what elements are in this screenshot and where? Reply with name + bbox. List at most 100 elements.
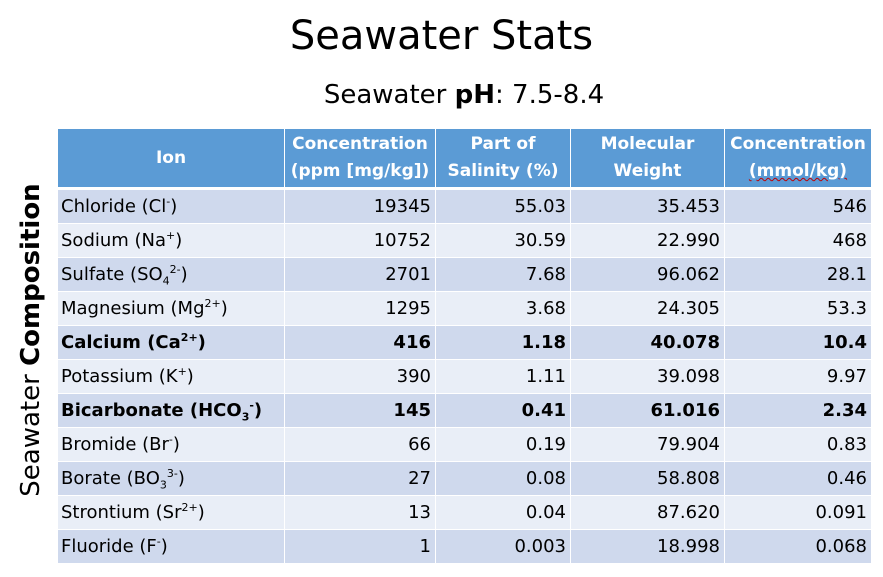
ion-close-paren: )	[197, 502, 205, 523]
molecular-weight-cell: 61.016	[570, 393, 725, 428]
mmol-cell: 9.97	[724, 359, 872, 394]
salinity-cell: 1.11	[435, 359, 571, 394]
column-header-molecular-weight: Molecular Weight	[570, 128, 725, 190]
table-row: Bicarbonate (HCO3-) 145 0.41 61.016 2.34	[57, 393, 872, 428]
table-row: Fluoride (F-) 1 0.003 18.998 0.068	[57, 529, 872, 564]
table-row: Strontium (Sr2+) 13 0.04 87.620 0.091	[57, 495, 872, 530]
mmol-cell: 468	[724, 223, 872, 258]
mmol-cell: 0.83	[724, 427, 872, 462]
table-row: Chloride (Cl-) 19345 55.03 35.453 546	[57, 188, 872, 224]
ppm-cell: 13	[284, 495, 436, 530]
ppm-cell: 2701	[284, 257, 436, 292]
side-label-vertical: Seawater Composition	[13, 180, 49, 500]
salinity-cell: 7.68	[435, 257, 571, 292]
molecular-weight-cell: 35.453	[570, 188, 725, 224]
salinity-cell: 0.003	[435, 529, 571, 564]
ion-name: Bicarbonate (HCO	[61, 400, 242, 421]
salinity-cell: 0.41	[435, 393, 571, 428]
ion-cell: Bromide (Br-)	[57, 427, 285, 462]
mmol-cell: 546	[724, 188, 872, 224]
ion-cell: Sodium (Na+)	[57, 223, 285, 258]
salinity-cell: 30.59	[435, 223, 571, 258]
ppm-cell: 19345	[284, 188, 436, 224]
ion-charge: +	[177, 365, 187, 378]
ppm-cell: 10752	[284, 223, 436, 258]
ion-name: Sodium (Na	[61, 230, 167, 251]
table-row: Calcium (Ca2+) 416 1.18 40.078 10.4	[57, 325, 872, 360]
ion-cell: Borate (BO33-)	[57, 461, 285, 496]
ion-cell: Potassium (K+)	[57, 359, 285, 394]
ppm-cell: 145	[284, 393, 436, 428]
ion-cell: Strontium (Sr2+)	[57, 495, 285, 530]
ion-cell: Fluoride (F-)	[57, 529, 285, 564]
table-row: Sodium (Na+) 10752 30.59 22.990 468	[57, 223, 872, 258]
mmol-cell: 0.091	[724, 495, 872, 530]
ion-charge: -	[249, 399, 254, 412]
ion-close-paren: )	[253, 400, 263, 421]
ph-value: : 7.5-8.4	[495, 80, 605, 110]
ion-close-paren: )	[160, 536, 168, 557]
molecular-weight-cell: 96.062	[570, 257, 725, 292]
ion-charge: -	[156, 535, 161, 548]
ion-close-paren: )	[220, 298, 228, 319]
ion-charge: 2+	[204, 297, 221, 310]
slide-title: Seawater Stats	[289, 13, 594, 59]
mmol-cell: 2.34	[724, 393, 872, 428]
ion-charge: 3-	[166, 467, 178, 480]
ion-close-paren: )	[177, 468, 185, 489]
ion-subscript: 4	[162, 274, 170, 288]
molecular-weight-cell: 40.078	[570, 325, 725, 360]
ppm-cell: 1	[284, 529, 436, 564]
molecular-weight-cell: 87.620	[570, 495, 725, 530]
ion-charge: +	[166, 229, 176, 242]
salinity-cell: 0.08	[435, 461, 571, 496]
mmol-cell: 28.1	[724, 257, 872, 292]
molecular-weight-cell: 18.998	[570, 529, 725, 564]
table-body: Chloride (Cl-) 19345 55.03 35.453 546 Sodium …	[57, 188, 872, 564]
ph-label: pH	[454, 80, 496, 110]
ion-charge: -	[168, 433, 173, 446]
table-row: Sulfate (SO42-) 2701 7.68 96.062 28.1	[57, 257, 872, 292]
mmol-cell: 0.46	[724, 461, 872, 496]
ion-close-paren: )	[170, 196, 178, 217]
ion-name: Borate (BO	[61, 468, 160, 489]
table-row: Bromide (Br-) 66 0.19 79.904 0.83	[57, 427, 872, 462]
salinity-cell: 55.03	[435, 188, 571, 224]
ion-close-paren: )	[172, 434, 180, 455]
ion-cell: Chloride (Cl-)	[57, 188, 285, 224]
salinity-cell: 3.68	[435, 291, 571, 326]
ph-subtitle: Seawater pH: 7.5-8.4	[0, 76, 883, 114]
ion-charge: 2+	[180, 331, 198, 344]
column-header-concentration-ppm: Concentration (ppm [mg/kg])	[284, 128, 436, 190]
ion-name: Sulfate (SO	[61, 264, 163, 285]
ppm-cell: 1295	[284, 291, 436, 326]
ion-name: Calcium (Ca	[61, 332, 181, 353]
mmol-cell: 53.3	[724, 291, 872, 326]
ion-name: Magnesium (Mg	[61, 298, 205, 319]
ion-name: Fluoride (F	[61, 536, 157, 557]
table-row: Borate (BO33-) 27 0.08 58.808 0.46	[57, 461, 872, 496]
molecular-weight-cell: 79.904	[570, 427, 725, 462]
ion-charge: 2-	[169, 263, 181, 276]
ion-cell: Calcium (Ca2+)	[57, 325, 285, 360]
ppm-cell: 416	[284, 325, 436, 360]
salinity-cell: 1.18	[435, 325, 571, 360]
ion-charge: -	[166, 195, 171, 208]
ion-close-paren: )	[180, 264, 188, 285]
side-label-bold: Composition	[16, 183, 46, 366]
ion-close-paren: )	[197, 332, 206, 353]
column-header-salinity: Part of Salinity (%)	[435, 128, 571, 190]
ion-name: Potassium (K	[61, 366, 178, 387]
table-row: Magnesium (Mg2+) 1295 3.68 24.305 53.3	[57, 291, 872, 326]
ion-name: Chloride (Cl	[61, 196, 167, 217]
ppm-cell: 27	[284, 461, 436, 496]
ppm-cell: 66	[284, 427, 436, 462]
ion-subscript: 3	[241, 410, 250, 424]
ion-cell: Bicarbonate (HCO3-)	[57, 393, 285, 428]
table-row: Potassium (K+) 390 1.11 39.098 9.97	[57, 359, 872, 394]
ion-close-paren: )	[186, 366, 194, 387]
mmol-cell: 10.4	[724, 325, 872, 360]
mmol-cell: 0.068	[724, 529, 872, 564]
ion-charge: 2+	[181, 501, 198, 514]
